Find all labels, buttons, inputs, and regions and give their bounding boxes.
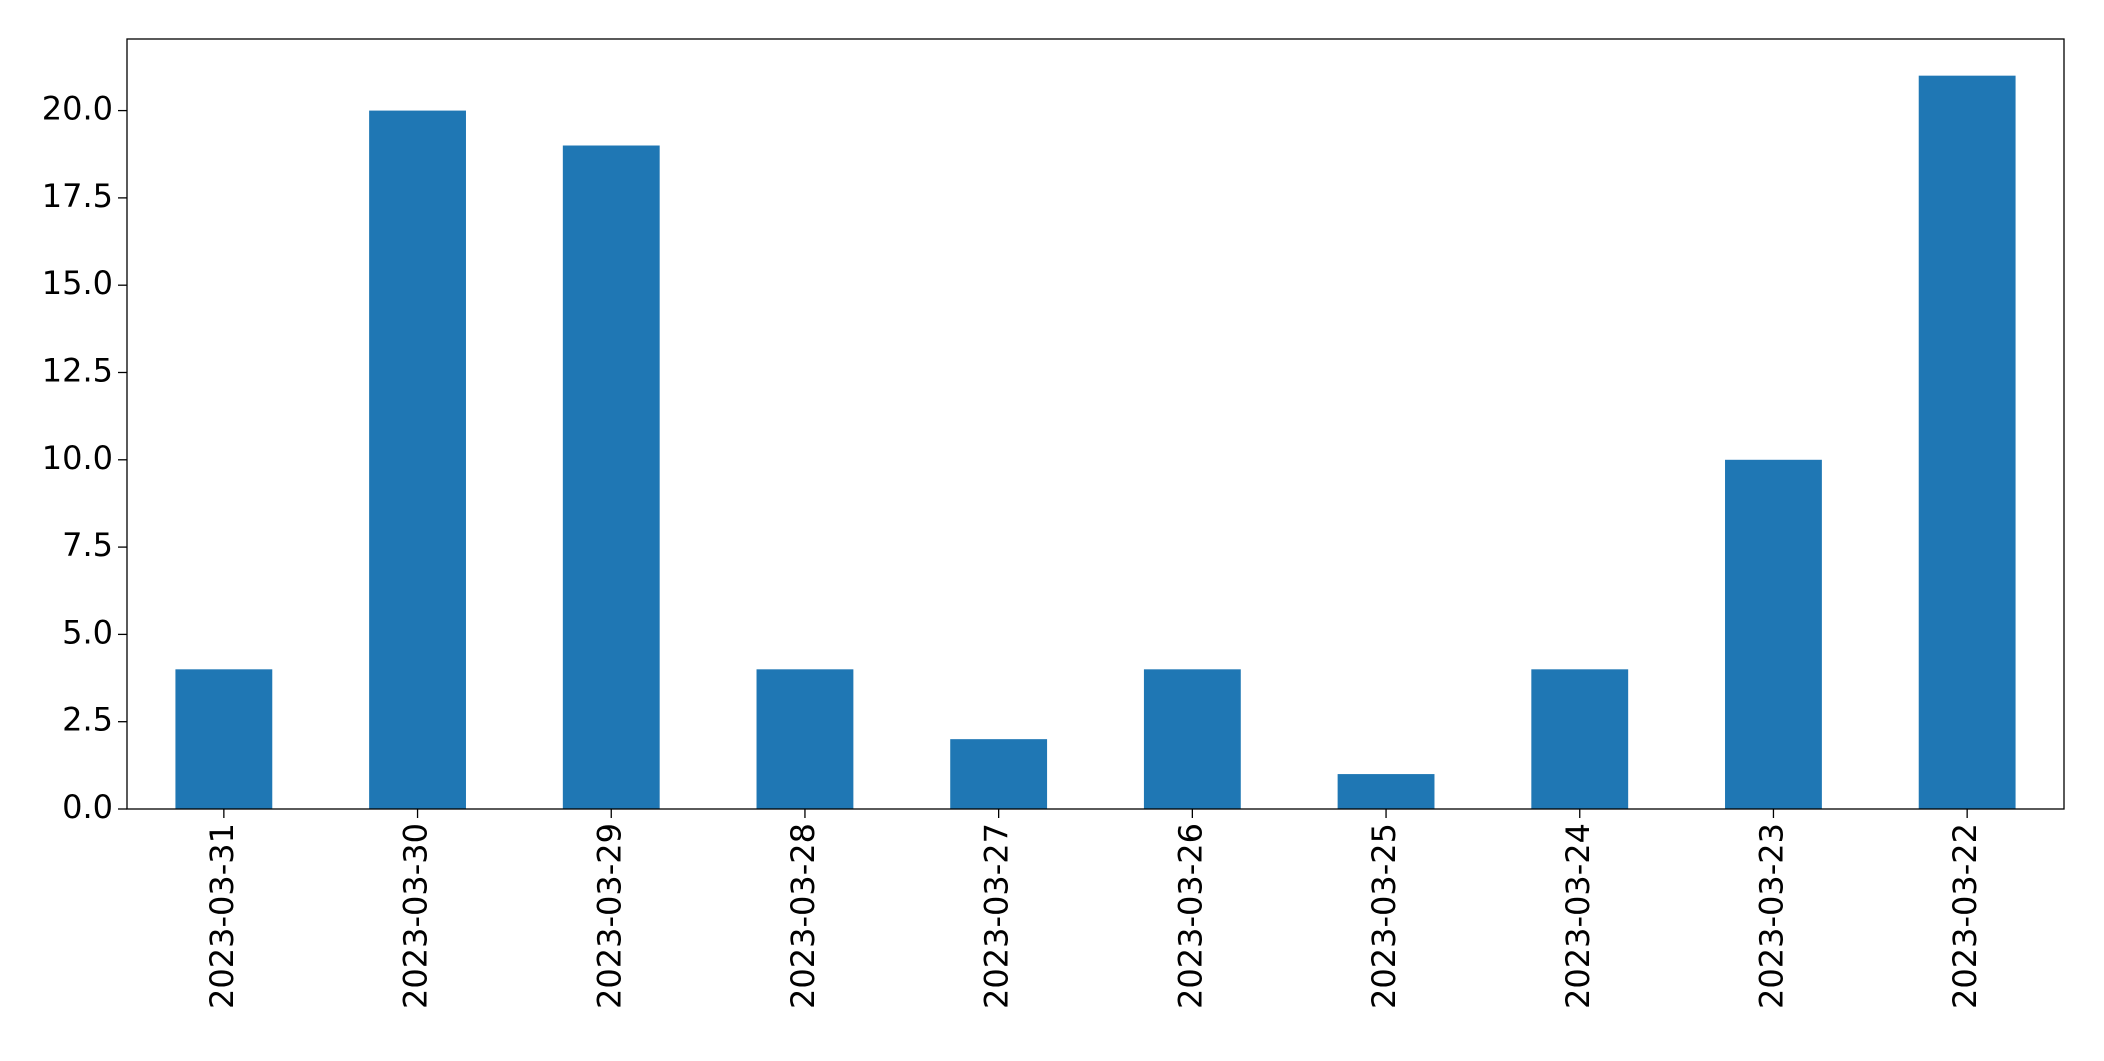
y-tick-label: 20.0 <box>42 90 113 128</box>
bar <box>1918 75 2016 809</box>
y-tick-label: 2.5 <box>62 701 113 739</box>
bar <box>1143 669 1241 809</box>
x-tick-label: 2023-03-31 <box>203 823 241 1009</box>
x-tick-label: 2023-03-29 <box>590 823 628 1009</box>
bar <box>175 669 273 809</box>
x-tick-label: 2023-03-22 <box>1946 823 1984 1009</box>
y-tick-label: 0.0 <box>62 788 113 826</box>
x-tick-label: 2023-03-23 <box>1752 823 1790 1009</box>
x-tick-label: 2023-03-25 <box>1365 823 1403 1009</box>
plot-frame <box>126 38 2065 810</box>
bar <box>1337 774 1435 809</box>
bar <box>950 739 1048 809</box>
y-tick-label: 15.0 <box>42 264 113 302</box>
y-tick-label: 17.5 <box>42 177 113 215</box>
y-tick-label: 5.0 <box>62 613 113 651</box>
bar <box>369 110 466 810</box>
bar <box>1531 669 1629 809</box>
bar <box>562 145 660 809</box>
x-tick-label: 2023-03-26 <box>1171 823 1209 1009</box>
x-tick-label: 2023-03-28 <box>784 823 822 1009</box>
y-tick-label: 7.5 <box>62 526 113 564</box>
bar <box>756 669 854 809</box>
bar <box>1725 459 1822 809</box>
x-tick-label: 2023-03-30 <box>397 823 435 1009</box>
y-tick-label: 10.0 <box>42 439 113 477</box>
x-tick-label: 2023-03-24 <box>1559 823 1597 1009</box>
x-tick-label: 2023-03-27 <box>978 823 1016 1009</box>
y-tick-label: 12.5 <box>42 351 113 389</box>
